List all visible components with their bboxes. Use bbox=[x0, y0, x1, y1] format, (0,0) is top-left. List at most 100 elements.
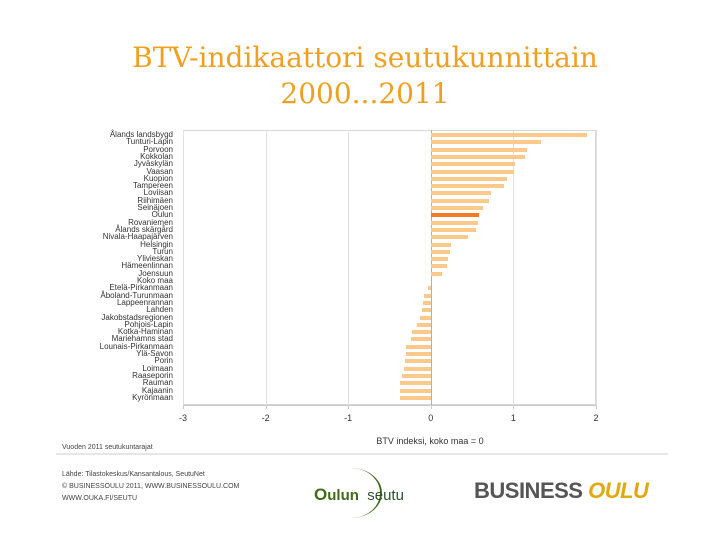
bar bbox=[430, 176, 507, 181]
source-line: Lähde: Tilastokeskus/Kansantalous, Seutu… bbox=[62, 471, 205, 478]
separator bbox=[56, 453, 668, 455]
bar bbox=[406, 352, 431, 356]
category-label: Rauman bbox=[142, 378, 173, 388]
tick-label: 0 bbox=[428, 413, 434, 423]
bar bbox=[400, 395, 431, 400]
bar bbox=[430, 220, 478, 225]
tick-label: -1 bbox=[344, 413, 353, 423]
bar bbox=[424, 293, 431, 298]
category-label: Ylä-Savon bbox=[136, 349, 173, 358]
title-line-2: 2000...2011 bbox=[280, 77, 450, 110]
bar bbox=[401, 373, 431, 378]
logo-business: BUSINESS bbox=[474, 478, 583, 503]
bar bbox=[430, 257, 449, 262]
bar bbox=[430, 169, 515, 174]
category-label: Åboland-Turunmaan bbox=[100, 290, 173, 300]
tick-mark bbox=[183, 405, 184, 409]
category-label: Tunturi-Lapin bbox=[126, 137, 173, 147]
category-label: Jakobstadsregionen bbox=[101, 312, 173, 322]
category-label: Porvoon bbox=[143, 144, 173, 154]
bar bbox=[421, 308, 431, 313]
category-label: Rovaniemen bbox=[128, 217, 173, 227]
bar bbox=[403, 366, 431, 371]
bar bbox=[430, 162, 516, 167]
bar bbox=[430, 140, 542, 145]
bar bbox=[410, 337, 431, 342]
category-label: Lahden bbox=[146, 305, 173, 315]
category-label: Jyväskylän bbox=[133, 159, 173, 169]
bar bbox=[430, 198, 490, 203]
tick-label: 2 bbox=[593, 413, 599, 423]
bar bbox=[430, 184, 505, 189]
gridline bbox=[265, 130, 267, 405]
category-label: Vaasan bbox=[146, 166, 173, 176]
category-label: Kyrönmaan bbox=[132, 392, 173, 402]
gridline bbox=[596, 130, 597, 405]
bar bbox=[400, 388, 431, 393]
gridline bbox=[348, 130, 350, 405]
category-label: Lounais-Pirkanmaan bbox=[99, 341, 173, 351]
category-label: Helsingin bbox=[140, 239, 173, 249]
logo-o: O bbox=[314, 485, 328, 504]
bar bbox=[430, 147, 527, 152]
bar bbox=[416, 322, 431, 327]
category-label: Loimaan bbox=[142, 363, 173, 373]
category-label: Hämeenlinnan bbox=[121, 261, 173, 271]
x-axis-label: BTV indeksi, koko maa = 0 bbox=[376, 436, 484, 446]
category-label: Kotka-Haminan bbox=[117, 327, 173, 337]
title-line-1: BTV-indikaattori seutukunnittain bbox=[132, 41, 598, 74]
category-label: Kokkolan bbox=[140, 151, 173, 161]
copyright-line: © BUSINESSOULU 2011, WWW.BUSINESSOULU.CO… bbox=[62, 483, 240, 490]
tick-mark bbox=[265, 405, 267, 409]
category-label: Ålands landsbygd bbox=[109, 130, 173, 139]
bar bbox=[430, 213, 479, 218]
bar bbox=[430, 154, 525, 159]
region-note: Vuoden 2011 seutukuntarajat bbox=[62, 444, 153, 451]
tick-label: -2 bbox=[261, 413, 270, 423]
bar bbox=[420, 315, 431, 320]
tick-mark bbox=[430, 405, 432, 409]
category-label: Etelä-Pirkanmaan bbox=[109, 283, 173, 293]
category-label: Pohjois-Lapin bbox=[124, 319, 173, 329]
bar bbox=[430, 264, 448, 269]
category-label: Oulun bbox=[151, 210, 173, 220]
tick-label: -3 bbox=[178, 413, 187, 423]
category-label: Nivala-Haapajärven bbox=[102, 232, 173, 242]
x-axis bbox=[183, 405, 596, 406]
url-line: WWW.OUKA.FI/SEUTU bbox=[62, 495, 138, 502]
oulun-seutu-logo: Oulun seutu bbox=[300, 468, 410, 518]
category-label: Mariehamns stad bbox=[111, 334, 173, 344]
bar bbox=[406, 344, 431, 349]
bar bbox=[430, 271, 443, 276]
bar bbox=[423, 300, 431, 305]
logo-seutu: seutu bbox=[367, 487, 404, 504]
category-label: Tampereen bbox=[132, 181, 173, 191]
bar bbox=[428, 286, 431, 291]
category-label: Joensuun bbox=[138, 268, 173, 278]
plot-area bbox=[183, 130, 596, 405]
tick-mark bbox=[348, 405, 350, 409]
bar bbox=[411, 330, 431, 335]
gridline bbox=[183, 130, 184, 405]
bar bbox=[405, 359, 431, 364]
bar bbox=[400, 381, 431, 386]
source-text: Lähde: Tilastokeskus/Kansantalous, Seutu… bbox=[62, 469, 239, 505]
category-label: Kajaanin bbox=[141, 385, 173, 395]
gridline bbox=[513, 130, 515, 405]
category-label: Ålands skärgård bbox=[115, 224, 173, 234]
bar bbox=[430, 249, 450, 254]
business-oulu-logo: BUSINESS OULU bbox=[474, 478, 649, 504]
bar bbox=[430, 242, 452, 247]
category-label: Raaseporin bbox=[132, 370, 173, 380]
logo-arc-icon bbox=[320, 468, 382, 518]
tick-label: 1 bbox=[510, 413, 516, 423]
category-label: Ylivieskan bbox=[136, 254, 173, 264]
category-label: Riihimäen bbox=[137, 195, 173, 205]
category-label: Turun bbox=[152, 246, 173, 256]
category-label: Porin bbox=[154, 356, 173, 366]
slide-title: BTV-indikaattori seutukunnittain 2000...… bbox=[0, 40, 720, 112]
bar bbox=[430, 206, 483, 210]
tick-mark bbox=[596, 405, 597, 409]
bar bbox=[430, 235, 468, 240]
category-label: Koko maa bbox=[136, 276, 173, 285]
